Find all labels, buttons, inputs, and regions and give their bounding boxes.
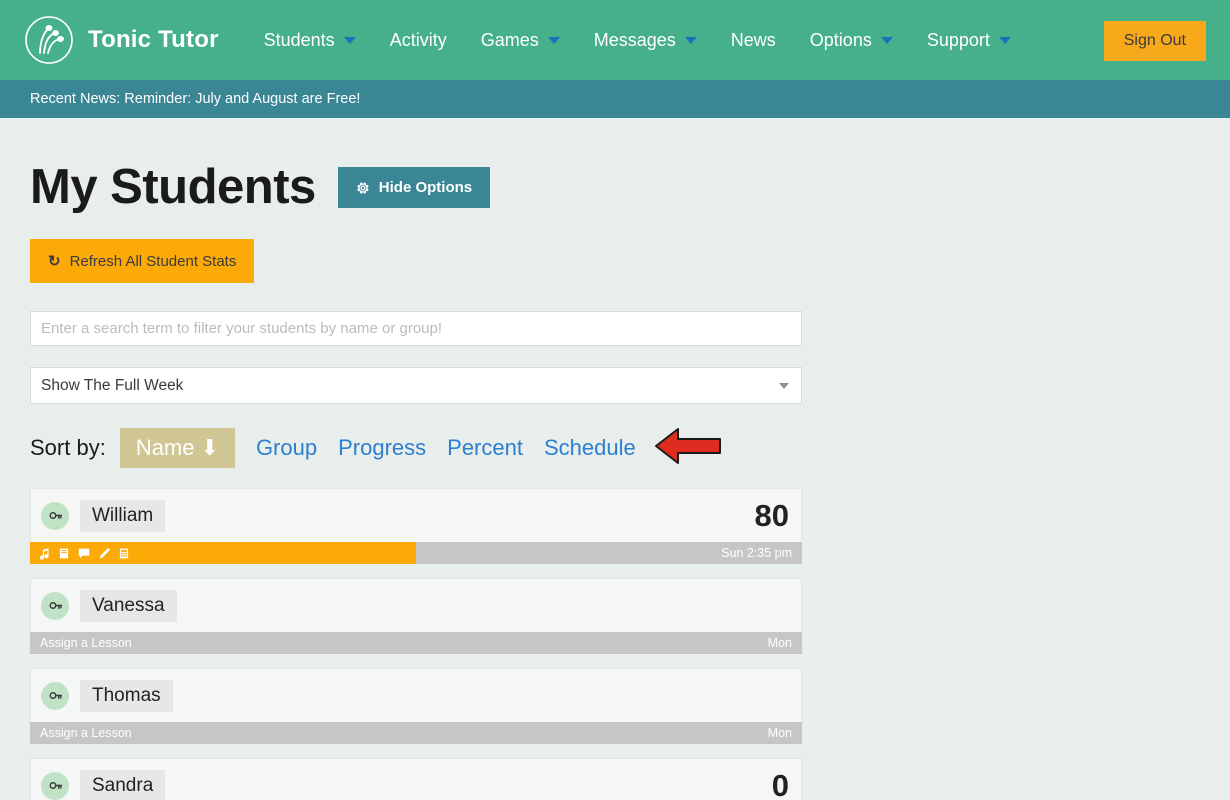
pencil-icon xyxy=(99,547,111,558)
sort-link-progress[interactable]: Progress xyxy=(338,435,427,460)
refresh-icon: ↻ xyxy=(48,253,61,270)
nav-item-support[interactable]: Support xyxy=(910,30,1028,51)
student-progress-bar[interactable]: Assign a Lesson Mon xyxy=(30,632,802,654)
brand-title[interactable]: Tonic Tutor xyxy=(88,26,219,53)
top-navbar: Tonic Tutor Students Activity Games Mess… xyxy=(0,0,1230,80)
nav-label: Support xyxy=(926,29,990,50)
chevron-down-icon xyxy=(684,36,697,44)
chevron-down-icon xyxy=(998,36,1011,44)
chevron-down-icon xyxy=(779,383,789,389)
sort-link-schedule[interactable]: Schedule xyxy=(543,435,636,460)
student-card: William 80 Sun 2:35 pm xyxy=(30,488,802,564)
sort-name-label: Name xyxy=(135,435,195,460)
key-icon[interactable] xyxy=(41,591,69,620)
nav-label: Students xyxy=(263,29,335,50)
nav-links: Students Activity Games Messages News Op… xyxy=(247,30,1028,51)
nav-item-students[interactable]: Students xyxy=(247,30,373,51)
student-progress-bar[interactable]: Sun 2:35 pm xyxy=(30,542,802,564)
nav-label: Messages xyxy=(593,29,676,50)
chevron-down-icon xyxy=(880,36,893,44)
schedule-time: Sun 2:35 pm xyxy=(721,546,792,560)
student-name[interactable]: Thomas xyxy=(80,679,173,712)
nav-label: Activity xyxy=(389,29,447,50)
nav-item-messages[interactable]: Messages xyxy=(577,30,714,51)
key-icon[interactable] xyxy=(41,771,69,800)
gear-icon xyxy=(356,181,370,195)
sort-by-label: Sort by: xyxy=(30,435,106,460)
news-banner[interactable]: Recent News: Reminder: July and August a… xyxy=(0,80,1230,118)
annotation-arrow-left-icon xyxy=(652,424,724,473)
sort-button-name[interactable]: Name ⬇ xyxy=(119,428,235,468)
news-text: Recent News: Reminder: July and August a… xyxy=(30,91,361,107)
calculator-icon xyxy=(119,548,129,558)
refresh-label: Refresh All Student Stats xyxy=(69,252,237,270)
sign-out-button[interactable]: Sign Out xyxy=(1103,21,1206,61)
hide-options-button[interactable]: Hide Options xyxy=(337,167,491,208)
music-note-icon xyxy=(39,547,49,560)
student-card: Sandra 0 Tue 5:00 pm xyxy=(30,758,802,800)
key-icon[interactable] xyxy=(41,501,69,530)
student-score: 80 xyxy=(754,498,789,533)
student-name[interactable]: William xyxy=(80,499,166,532)
page-title: My Students xyxy=(30,160,316,214)
title-row: My Students Hide Options xyxy=(30,163,1200,212)
student-card-header: Sandra 0 xyxy=(30,758,802,800)
key-icon[interactable] xyxy=(41,681,69,710)
week-select-value: Show The Full Week xyxy=(41,376,184,394)
student-card-header: Vanessa xyxy=(30,578,802,632)
tonic-tutor-logo-icon[interactable] xyxy=(24,15,74,65)
refresh-all-student-stats-button[interactable]: ↻ Refresh All Student Stats xyxy=(30,239,255,283)
nav-label: News xyxy=(730,29,776,50)
chevron-down-icon xyxy=(343,36,356,44)
sort-row: Sort by: Name ⬇ Group Progress Percent S… xyxy=(30,427,1200,468)
nav-item-games[interactable]: Games xyxy=(464,30,577,51)
student-name[interactable]: Sandra xyxy=(80,769,166,800)
student-card-header: William 80 xyxy=(30,488,802,542)
sort-link-percent[interactable]: Percent xyxy=(447,435,523,460)
nav-label: Options xyxy=(809,29,872,50)
student-card: Thomas Assign a Lesson Mon xyxy=(30,668,802,744)
assign-a-lesson-label[interactable]: Assign a Lesson xyxy=(40,726,132,740)
book-icon xyxy=(59,548,69,558)
student-card: Vanessa Assign a Lesson Mon xyxy=(30,578,802,654)
week-select-dropdown[interactable]: Show The Full Week xyxy=(30,367,802,404)
main-content: My Students Hide Options ↻ Refresh All S… xyxy=(0,163,1230,800)
assign-a-lesson-label[interactable]: Assign a Lesson xyxy=(40,636,132,650)
search-input[interactable] xyxy=(30,311,802,346)
student-list: William 80 Sun 2:35 pm xyxy=(30,488,802,800)
nav-item-news[interactable]: News xyxy=(714,30,793,51)
nav-label: Games xyxy=(480,29,539,50)
student-progress-bar[interactable]: Assign a Lesson Mon xyxy=(30,722,802,744)
student-card-header: Thomas xyxy=(30,668,802,722)
student-name[interactable]: Vanessa xyxy=(80,589,177,622)
sort-link-group[interactable]: Group xyxy=(255,435,318,460)
comment-icon xyxy=(78,548,90,558)
hide-options-label: Hide Options xyxy=(378,179,473,196)
student-score: 0 xyxy=(771,768,789,800)
chevron-down-icon xyxy=(547,36,560,44)
nav-item-options[interactable]: Options xyxy=(793,30,910,51)
schedule-time: Mon xyxy=(767,636,792,650)
progress-fill xyxy=(30,542,416,564)
nav-item-activity[interactable]: Activity xyxy=(373,30,464,51)
sort-direction-icon: ⬇ xyxy=(200,435,219,460)
schedule-time: Mon xyxy=(767,726,792,740)
